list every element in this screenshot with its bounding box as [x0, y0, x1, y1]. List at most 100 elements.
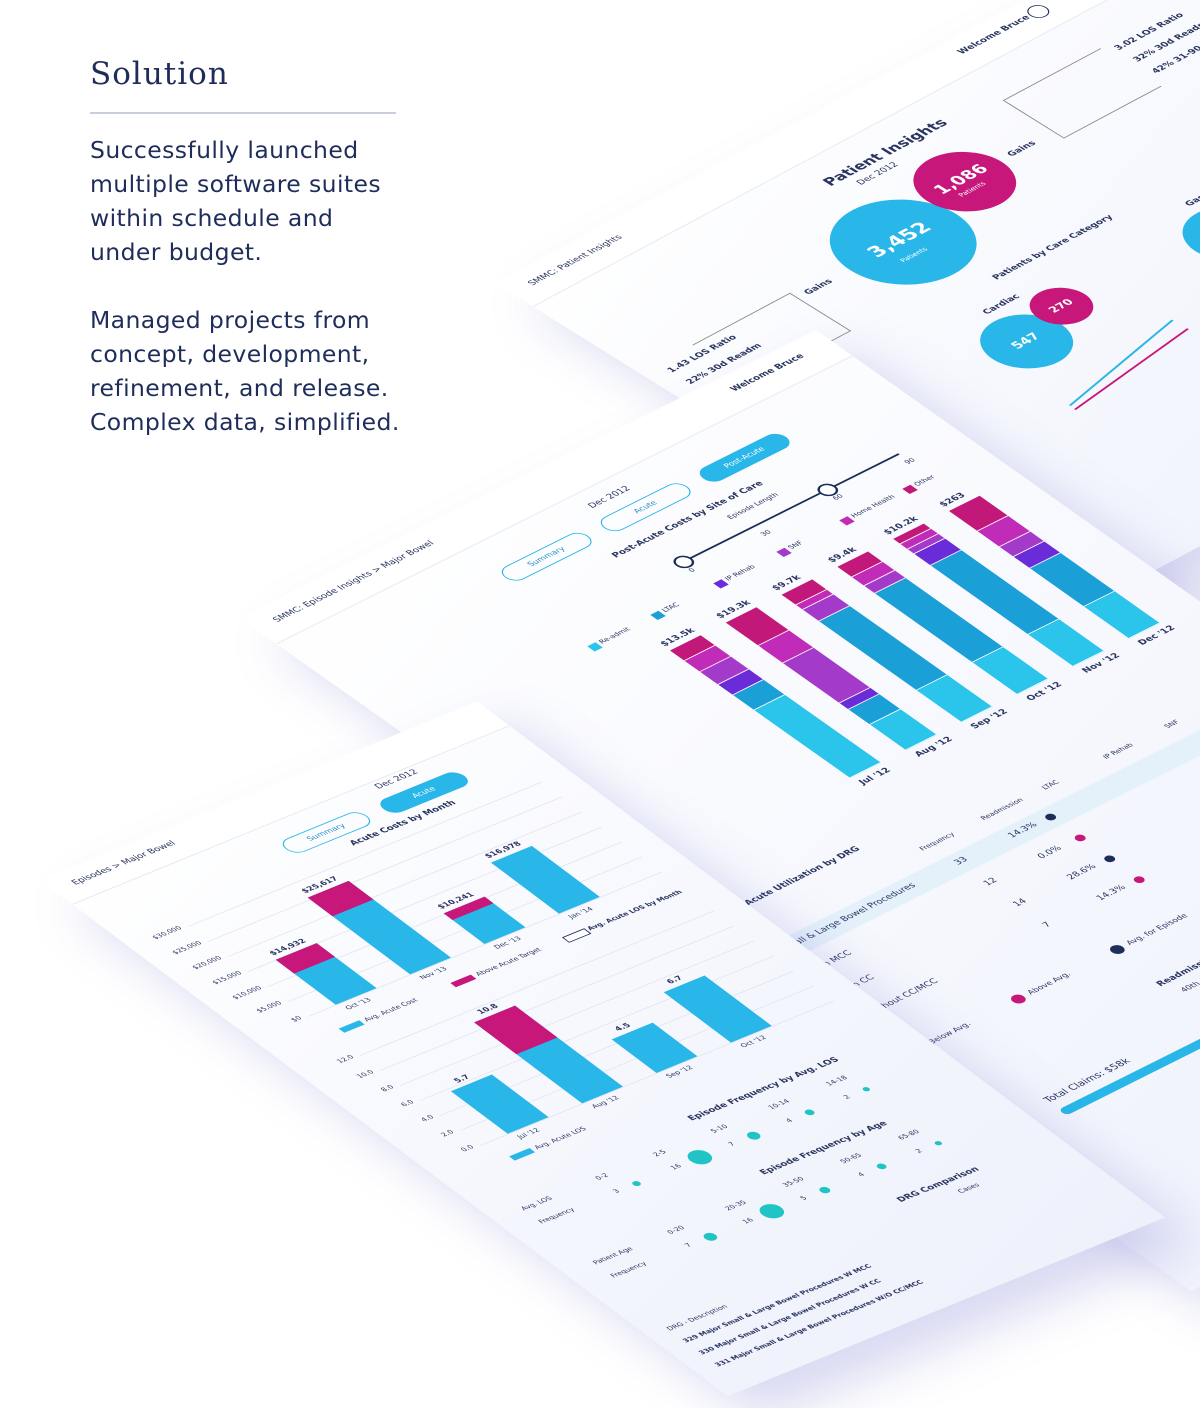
legend-label: Avg. Acute LOS — [532, 1125, 589, 1151]
y-tick-label: $30,000 — [150, 924, 184, 941]
category-name: Gastrointestinal — [1183, 164, 1200, 209]
bucket: 5-10 — [708, 1123, 730, 1135]
y-tick-label: $25,000 — [170, 939, 204, 956]
readmission: 28.6% — [1065, 862, 1100, 882]
legend-label: Other — [912, 473, 937, 488]
section-title: Readmission as a Percentage of Cost — [1154, 898, 1200, 989]
legend-swatch — [839, 516, 855, 526]
legend-label: Below Avg. — [926, 1020, 974, 1046]
frequency-dot — [874, 1162, 889, 1171]
y-tick-label: 12.0 — [334, 1053, 356, 1065]
legend-label: Above Acute Target — [473, 946, 544, 978]
count: 4 — [784, 1117, 795, 1124]
y-tick-label: 2.0 — [439, 1128, 456, 1138]
intro-text: multiple software suites — [90, 170, 382, 198]
legend-label: Home Health — [849, 493, 898, 519]
count: 4 — [856, 1171, 867, 1178]
legend-swatch — [450, 974, 477, 988]
legend-swatch — [561, 928, 592, 943]
intro-text: within schedule and — [90, 204, 334, 232]
y-tick-label: 6.0 — [399, 1098, 416, 1108]
stat: 3.02 LOS Ratio — [1112, 11, 1187, 52]
section-title: Episode Frequency by Age — [757, 1119, 891, 1177]
legend-swatch — [587, 642, 603, 652]
legend-label: LTAC — [660, 601, 682, 614]
readmission: 0.0% — [1035, 844, 1065, 861]
category-bubble: 364 — [1163, 195, 1200, 272]
divider — [90, 112, 396, 114]
y-tick-label: 8.0 — [379, 1083, 396, 1093]
count: 2 — [841, 1093, 853, 1101]
frequency-dot — [630, 1179, 643, 1187]
tab: Summary — [496, 529, 598, 584]
drg-row: 330 Major Small & Large Bowel Procedures… — [697, 1277, 884, 1356]
frequency: 7 — [1040, 920, 1055, 930]
drg-row: 331 Major Small & Large Bowel Procedures… — [713, 1279, 926, 1368]
bucket: 20-35 — [723, 1199, 749, 1212]
legend-swatch — [650, 610, 666, 621]
y-tick-label: 4.0 — [419, 1113, 436, 1123]
count: 7 — [683, 1242, 694, 1249]
legend-dot — [1107, 943, 1128, 956]
count: 16 — [668, 1162, 684, 1172]
trend-line — [1068, 319, 1174, 406]
count: 2 — [913, 1147, 925, 1155]
y-tick-label: 10.0 — [354, 1068, 376, 1080]
intro-text: under budget. — [90, 238, 263, 266]
legend-swatch — [902, 484, 918, 495]
legend-label: SNF — [786, 539, 806, 551]
gains: Gains — [1005, 139, 1039, 159]
breadcrumb: SMMC: Episode Insights > Major Bowel — [271, 539, 437, 625]
tab: Post-Acute — [694, 430, 796, 485]
frequency-dot — [861, 1086, 872, 1093]
frequency-dot — [802, 1108, 817, 1117]
row-label: Avg. LOS — [519, 1195, 555, 1212]
intro-text: Managed projects from — [90, 306, 371, 334]
bucket: 50-65 — [838, 1152, 864, 1165]
column-header: IP Rehab — [1101, 741, 1136, 761]
bucket: 0-20 — [665, 1224, 687, 1236]
bucket: 65-80 — [896, 1128, 922, 1142]
frequency-dot — [700, 1231, 720, 1242]
bucket: 0-2 — [593, 1172, 611, 1182]
frequency-dot — [933, 1140, 944, 1147]
legend-swatch — [338, 1020, 365, 1033]
count: 16 — [740, 1216, 756, 1226]
y-tick-label: 0.0 — [459, 1143, 476, 1153]
legend-swatch — [776, 547, 792, 558]
intro-text: concept, development, — [90, 340, 370, 368]
frequency-dot — [754, 1201, 790, 1222]
count: 3 — [611, 1188, 622, 1195]
intro-text: refinement, and release. — [90, 374, 389, 402]
y-tick-label: $5,000 — [254, 999, 284, 1014]
tab: Summary — [277, 809, 376, 856]
slider-tick-label: 30 — [758, 528, 774, 538]
y-tick-label: $10,000 — [230, 984, 264, 1001]
row-label: Patient Age — [591, 1245, 635, 1266]
frequency: 12 — [981, 876, 1001, 888]
column-header: Cases — [955, 1181, 982, 1195]
dot — [1101, 854, 1118, 864]
column-header: Readmission — [978, 796, 1026, 822]
count: 5 — [798, 1194, 809, 1202]
column-header: LTAC — [1040, 778, 1062, 791]
row-label: Frequency — [536, 1206, 577, 1225]
readmission: 14.3% — [1094, 883, 1129, 903]
category-title: Patients by Care Category — [990, 213, 1116, 282]
frequency-dot — [816, 1185, 833, 1195]
drg-row: 329 Major Small & Large Bowel Procedures… — [681, 1263, 874, 1344]
legend-label: Re-admit — [597, 626, 633, 645]
legend-label: IP Rehab — [723, 563, 758, 582]
intro-text: Complex data, simplified. — [90, 408, 400, 436]
legend-label: Above Avg. — [1025, 970, 1073, 996]
column-header: SNF — [1162, 718, 1182, 730]
frequency-dot — [743, 1130, 763, 1141]
bucket: 10-14 — [766, 1098, 792, 1111]
dot — [1131, 875, 1147, 885]
bucket: 35-50 — [780, 1175, 807, 1189]
trend-line — [1074, 328, 1189, 411]
bucket: 14-18 — [824, 1074, 850, 1088]
dot — [1072, 833, 1088, 843]
row-label: Frequency — [608, 1260, 649, 1279]
